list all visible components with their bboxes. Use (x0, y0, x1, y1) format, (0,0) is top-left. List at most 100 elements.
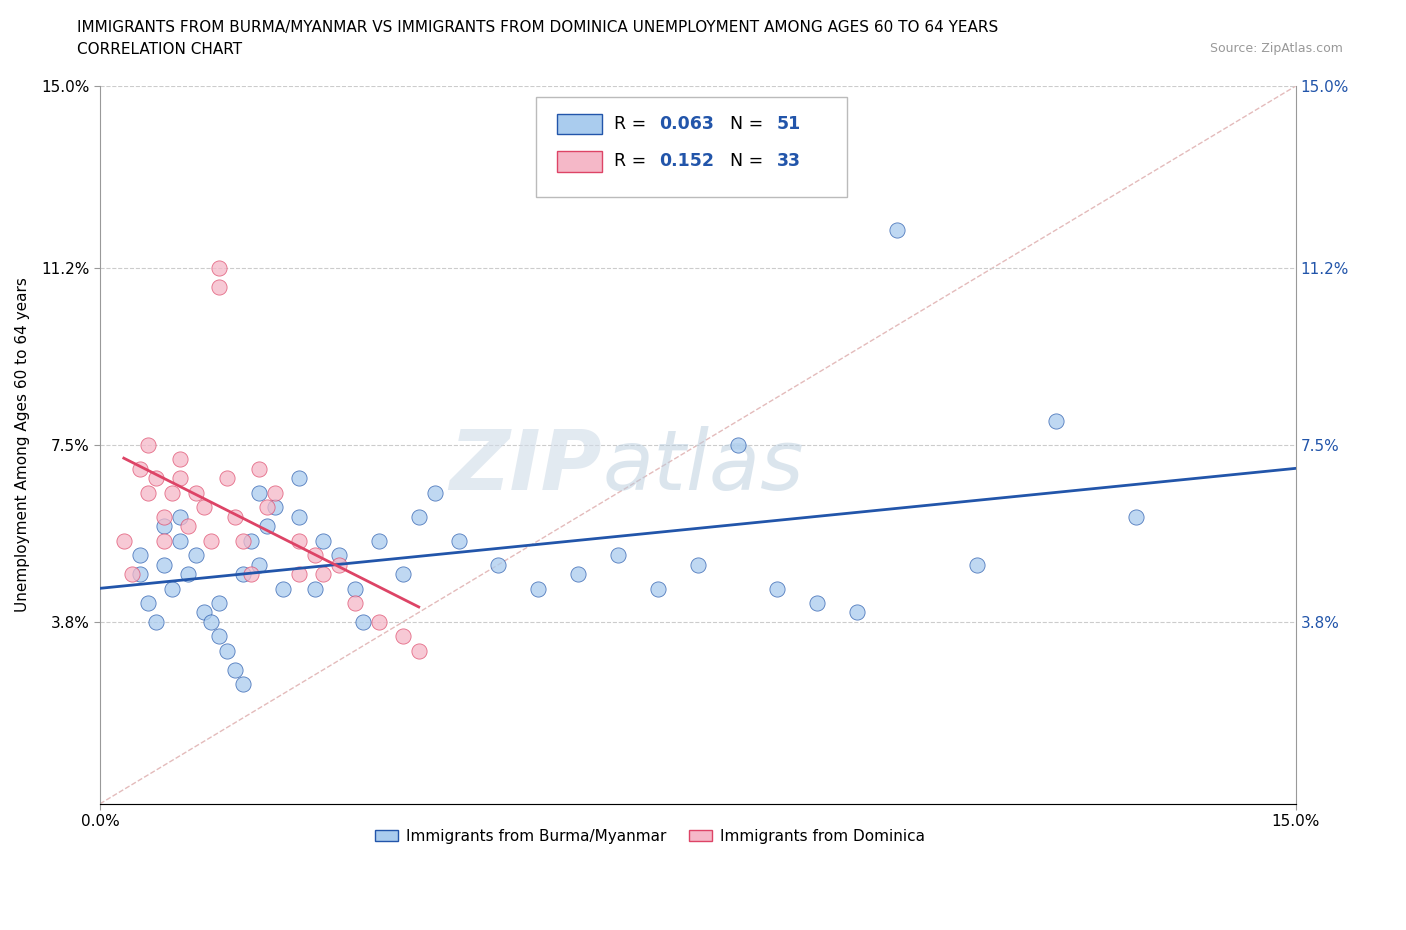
Point (264, 485, 287, 500)
Point (240, 566, 263, 581)
Point (193, 605, 215, 620)
Text: N =: N = (720, 153, 769, 170)
Point (169, 452, 191, 467)
Point (806, 595, 828, 610)
Point (224, 662, 246, 677)
Point (607, 548, 630, 563)
Point (247, 557, 270, 572)
Text: N =: N = (720, 115, 769, 133)
Point (208, 629, 231, 644)
Point (288, 471, 311, 485)
Point (846, 605, 869, 620)
Point (232, 533, 254, 548)
Point (240, 533, 263, 548)
Point (247, 485, 270, 500)
Point (208, 260, 231, 275)
Point (247, 461, 270, 476)
Text: 33: 33 (776, 153, 800, 170)
Point (217, 471, 239, 485)
Text: 0.063: 0.063 (659, 115, 714, 133)
FancyBboxPatch shape (557, 152, 602, 171)
Point (200, 533, 222, 548)
Point (1045, 414, 1067, 429)
Point (224, 510, 246, 525)
Point (1125, 510, 1147, 525)
Text: atlas: atlas (602, 426, 804, 507)
Point (966, 557, 988, 572)
Point (408, 644, 430, 658)
Point (169, 510, 191, 525)
Point (169, 471, 191, 485)
Point (152, 510, 174, 525)
FancyBboxPatch shape (557, 114, 602, 134)
Point (343, 595, 366, 610)
Point (145, 615, 167, 630)
Point (128, 566, 150, 581)
Point (886, 222, 908, 237)
FancyBboxPatch shape (536, 97, 848, 197)
Text: Source: ZipAtlas.com: Source: ZipAtlas.com (1209, 42, 1343, 55)
Point (423, 485, 446, 500)
Point (152, 533, 174, 548)
Point (176, 566, 198, 581)
Point (176, 519, 198, 534)
Point (169, 533, 191, 548)
Point (527, 581, 550, 596)
Point (328, 557, 350, 572)
Point (200, 615, 222, 630)
Point (727, 437, 749, 452)
Point (232, 677, 254, 692)
Point (256, 499, 278, 514)
Point (160, 581, 183, 596)
Point (208, 595, 231, 610)
Point (160, 485, 183, 500)
Point (312, 566, 335, 581)
Point (343, 581, 366, 596)
Y-axis label: Unemployment Among Ages 60 to 64 years: Unemployment Among Ages 60 to 64 years (15, 277, 30, 612)
Point (264, 499, 287, 514)
Point (271, 581, 294, 596)
Point (128, 461, 150, 476)
Text: R =: R = (614, 153, 657, 170)
Text: 0.152: 0.152 (659, 153, 714, 170)
Text: CORRELATION CHART: CORRELATION CHART (77, 42, 242, 57)
Point (567, 566, 589, 581)
Point (647, 581, 669, 596)
Point (367, 533, 389, 548)
Point (256, 519, 278, 534)
Point (352, 615, 374, 630)
Point (408, 510, 430, 525)
Point (312, 533, 335, 548)
Point (686, 557, 709, 572)
Point (766, 581, 789, 596)
Legend: Immigrants from Burma/Myanmar, Immigrants from Dominica: Immigrants from Burma/Myanmar, Immigrant… (370, 823, 931, 850)
Point (391, 566, 413, 581)
Point (288, 566, 311, 581)
Point (328, 548, 350, 563)
Point (112, 533, 135, 548)
Text: R =: R = (614, 115, 652, 133)
Point (288, 533, 311, 548)
Point (488, 557, 510, 572)
Point (136, 595, 159, 610)
Point (391, 629, 413, 644)
Text: IMMIGRANTS FROM BURMA/MYANMAR VS IMMIGRANTS FROM DOMINICA UNEMPLOYMENT AMONG AGE: IMMIGRANTS FROM BURMA/MYANMAR VS IMMIGRA… (77, 20, 998, 35)
Point (184, 485, 207, 500)
Point (136, 437, 159, 452)
Point (152, 557, 174, 572)
Point (447, 533, 470, 548)
Text: ZIP: ZIP (450, 426, 602, 507)
Point (232, 566, 254, 581)
Point (304, 581, 326, 596)
Point (288, 510, 311, 525)
Point (208, 280, 231, 295)
Point (217, 644, 239, 658)
Point (121, 566, 143, 581)
Point (304, 548, 326, 563)
Point (193, 499, 215, 514)
Point (136, 485, 159, 500)
Point (128, 548, 150, 563)
Point (152, 519, 174, 534)
Point (184, 548, 207, 563)
Point (145, 471, 167, 485)
